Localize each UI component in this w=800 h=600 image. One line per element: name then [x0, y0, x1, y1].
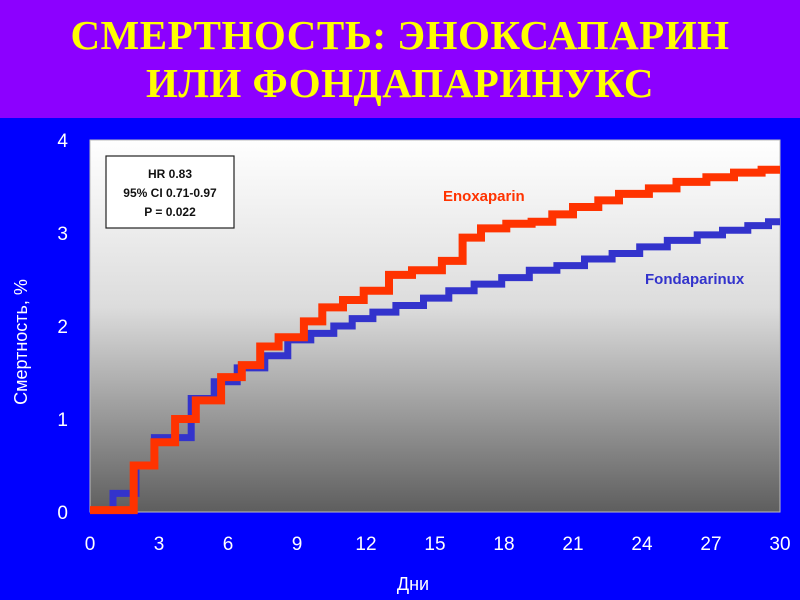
fondaparinux-label: Fondaparinux — [645, 271, 745, 288]
y-tick-label: 3 — [57, 224, 68, 245]
slide-title-line-1: СМЕРТНОСТЬ: ЭНОКСАПАРИН — [70, 12, 730, 58]
x-tick-label: 15 — [424, 534, 445, 555]
slide-title: СМЕРТНОСТЬ: ЭНОКСАПАРИН ИЛИ ФОНДАПАРИНУК… — [70, 11, 729, 107]
x-axis-title: Дни — [397, 574, 429, 594]
enoxaparin-label: Enoxaparin — [443, 188, 525, 205]
series-line-enoxaparin — [90, 165, 780, 515]
series-layer — [90, 165, 780, 515]
y-tick-label: 2 — [57, 317, 68, 338]
x-tick-label: 27 — [700, 534, 721, 555]
title-bar: СМЕРТНОСТЬ: ЭНОКСАПАРИН ИЛИ ФОНДАПАРИНУК… — [0, 0, 800, 118]
stats-box: HR 0.83 95% CI 0.71-0.97 P = 0.022 — [105, 155, 235, 229]
y-tick-label: 4 — [57, 131, 68, 152]
x-tick-label: 3 — [154, 534, 165, 555]
y-tick-label: 1 — [57, 410, 68, 431]
x-tick-label: 30 — [769, 534, 790, 555]
x-tick-label: 9 — [292, 534, 303, 555]
series-line-fondaparinux — [90, 218, 780, 514]
stat-p: P = 0.022 — [144, 205, 196, 219]
x-tick-label: 24 — [631, 534, 653, 555]
y-tick-label: 0 — [57, 503, 68, 524]
x-tick-label: 18 — [493, 534, 514, 555]
x-tick-label: 12 — [355, 534, 376, 555]
y-axis-title: Смертность, % — [11, 279, 31, 405]
slide-title-line-2: ИЛИ ФОНДАПАРИНУКС — [145, 60, 655, 106]
x-tick-label: 6 — [223, 534, 234, 555]
x-tick-label: 21 — [562, 534, 583, 555]
x-tick-label: 0 — [85, 534, 96, 555]
stat-ci: 95% CI 0.71-0.97 — [123, 186, 217, 200]
stat-hr: HR 0.83 — [148, 167, 192, 181]
